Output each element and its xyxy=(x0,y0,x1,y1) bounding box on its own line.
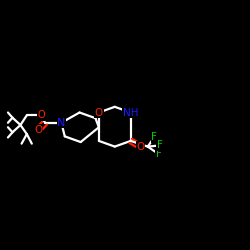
Text: F: F xyxy=(151,132,157,142)
Text: O: O xyxy=(95,108,103,118)
Text: NH: NH xyxy=(123,108,138,118)
Text: O: O xyxy=(37,110,45,120)
Text: F: F xyxy=(156,149,162,159)
Text: O: O xyxy=(136,142,144,152)
Text: N: N xyxy=(57,118,66,128)
Text: F: F xyxy=(156,140,162,150)
Text: O: O xyxy=(34,125,42,135)
